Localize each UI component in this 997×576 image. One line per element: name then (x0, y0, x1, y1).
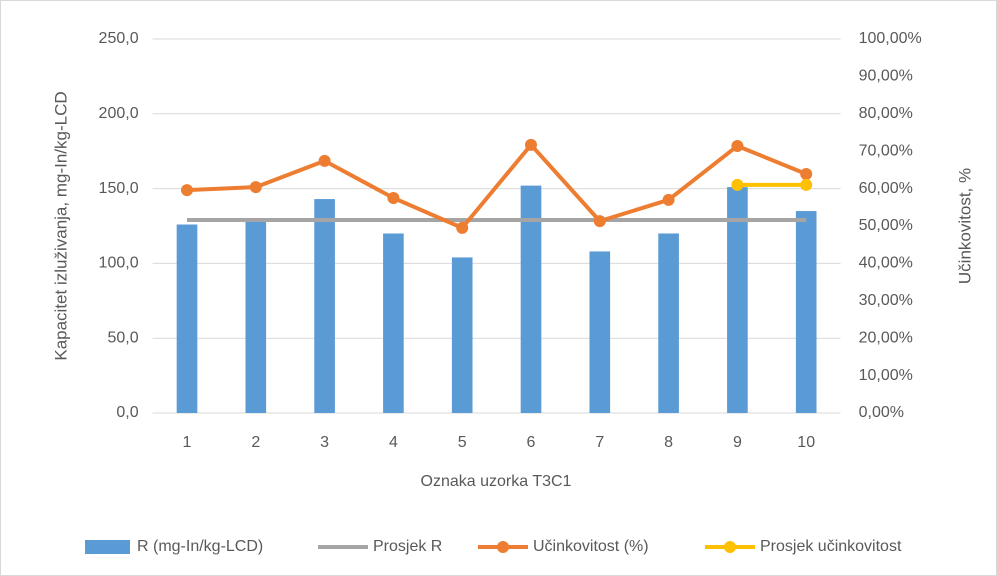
bar (245, 221, 267, 413)
x-tick-label: 9 (733, 434, 742, 451)
y2-axis-title: Učinkovitost, % (955, 168, 974, 284)
bar (589, 251, 611, 413)
y-tick-label: 50,0 (107, 329, 138, 346)
line-series (186, 142, 807, 230)
line-marker (456, 221, 469, 234)
legend-label: Prosjek učinkovitost (760, 538, 902, 555)
line-marker (731, 139, 744, 152)
x-tick-label: 10 (797, 434, 815, 451)
bar (383, 233, 404, 413)
x-tick-label: 6 (527, 434, 536, 451)
legend-label: Prosjek R (373, 538, 442, 555)
y2-tick-label: 10,00% (859, 367, 913, 384)
line-marker (249, 181, 262, 194)
x-tick-label: 8 (664, 434, 673, 451)
legend-swatch (724, 541, 736, 553)
x-tick-label: 3 (320, 434, 329, 451)
legend-swatch (85, 540, 130, 554)
x-tick-label: 2 (251, 434, 260, 451)
legend-swatch (497, 541, 509, 553)
x-tick-label: 5 (458, 434, 467, 451)
y2-tick-label: 20,00% (859, 329, 913, 346)
bar (520, 185, 542, 413)
y-tick-label: 150,0 (99, 180, 139, 197)
y2-tick-label: 90,00% (859, 68, 913, 85)
y2-tick-label: 100,00% (859, 30, 922, 47)
x-axis-title: Oznaka uzorka T3C1 (421, 473, 572, 490)
bar (176, 224, 198, 413)
line-marker (800, 168, 813, 181)
y-tick-label: 0,0 (116, 404, 138, 421)
legend-label: Učinkovitost (%) (533, 538, 649, 555)
x-tick-label: 7 (595, 434, 604, 451)
line-marker (593, 215, 606, 228)
line-marker (731, 178, 744, 191)
line-marker (525, 138, 537, 151)
y2-tick-label: 60,00% (859, 180, 913, 197)
y2-tick-label: 0,00% (859, 404, 904, 421)
x-tick-label: 1 (183, 434, 192, 451)
line-marker (800, 178, 813, 191)
y-axis-title: Kapacitet izluživanja, mg-In/kg-LCD (51, 91, 70, 360)
bar (314, 199, 335, 413)
legend-label: R (mg-In/kg-LCD) (137, 538, 263, 555)
y2-tick-label: 80,00% (859, 105, 913, 122)
y-tick-label: 250,0 (99, 30, 139, 47)
x-tick-label: 4 (389, 434, 398, 451)
y2-tick-label: 70,00% (859, 142, 913, 159)
bar (727, 187, 748, 413)
line-marker (387, 191, 400, 204)
y2-tick-label: 40,00% (859, 255, 913, 272)
line-marker (662, 193, 675, 206)
y2-tick-label: 50,00% (859, 217, 913, 234)
y-tick-label: 200,0 (99, 105, 139, 122)
line-marker (181, 184, 193, 197)
bar (451, 257, 473, 413)
line-marker (318, 154, 331, 167)
y-tick-label: 100,0 (99, 255, 139, 272)
bar (795, 211, 817, 413)
bar (658, 233, 679, 413)
y2-tick-label: 30,00% (859, 292, 913, 309)
